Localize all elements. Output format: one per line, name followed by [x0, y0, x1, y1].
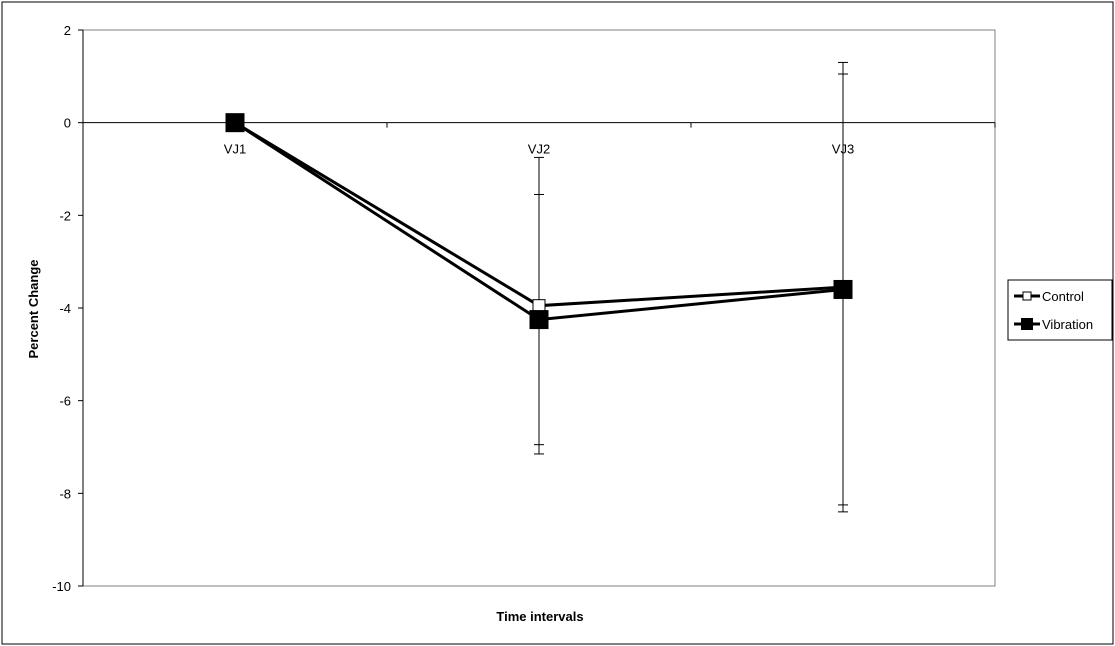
y-tick-label: 0: [64, 116, 71, 131]
x-tick-label: VJ1: [224, 142, 246, 157]
y-tick-label: -8: [59, 486, 71, 501]
y-tick-label: -6: [59, 394, 71, 409]
data-point-vibration: [225, 113, 245, 133]
y-tick-label: -4: [59, 301, 71, 316]
data-point-control: [532, 299, 546, 313]
x-axis-title: Time intervals: [496, 609, 583, 624]
data-point-vibration: [833, 279, 853, 299]
series-markers: [225, 113, 853, 330]
x-tick-labels: VJ1 VJ2 VJ3: [224, 142, 854, 157]
y-tick-label: -2: [59, 208, 71, 223]
y-axis-title: Percent Change: [26, 260, 41, 359]
y-tick-label: -10: [52, 579, 71, 594]
x-tick-label: VJ3: [832, 142, 854, 157]
legend-label-control: Control: [1042, 289, 1084, 304]
legend: Control Vibration: [1007, 279, 1113, 341]
data-point-vibration: [529, 310, 549, 330]
legend-label-vibration: Vibration: [1042, 317, 1093, 332]
legend-marker-control: [1022, 291, 1032, 301]
legend-marker-vibration: [1021, 318, 1033, 330]
y-tick-label: 2: [64, 23, 71, 38]
x-tick-label: VJ2: [528, 142, 550, 157]
